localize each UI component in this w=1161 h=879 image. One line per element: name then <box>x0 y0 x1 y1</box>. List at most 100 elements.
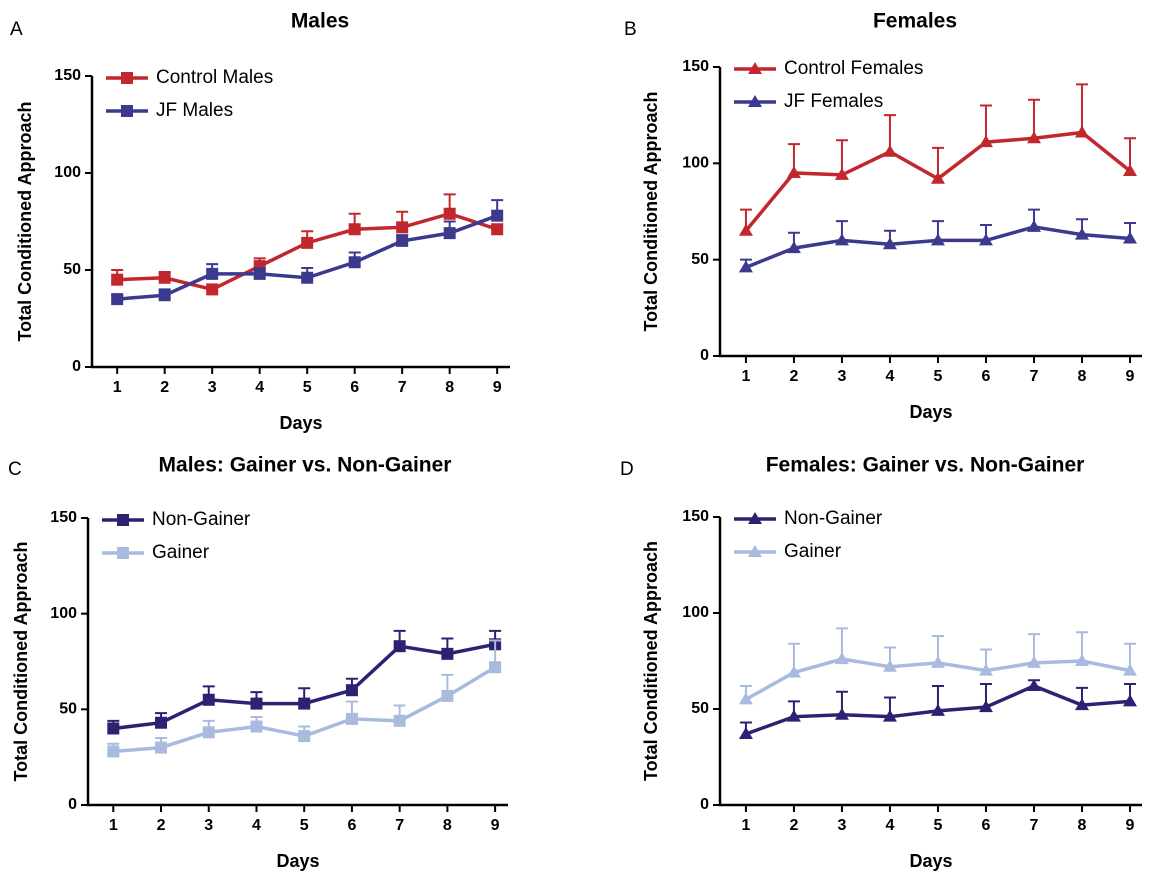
x-tick-label: 8 <box>445 379 454 396</box>
data-point <box>786 241 801 254</box>
panel-label: A <box>10 19 23 40</box>
x-tick-label: 4 <box>252 817 261 834</box>
y-axis-label: Total Conditioned Approach <box>11 542 31 782</box>
legend-label: Non-Gainer <box>152 509 251 530</box>
x-tick-label: 3 <box>204 817 213 834</box>
chart-title: Males: Gainer vs. Non-Gainer <box>159 454 452 477</box>
x-tick-label: 4 <box>255 379 264 396</box>
data-point <box>978 663 993 676</box>
data-point <box>1122 663 1137 676</box>
y-tick-label: 150 <box>682 508 709 525</box>
x-tick-label: 2 <box>789 368 798 385</box>
data-point <box>393 640 406 653</box>
legend-label: Control Females <box>784 58 923 79</box>
data-point <box>158 289 171 302</box>
x-tick-label: 8 <box>1078 368 1087 385</box>
x-tick-label: 6 <box>982 368 991 385</box>
data-point <box>1026 678 1041 691</box>
data-point <box>1074 698 1089 711</box>
x-tick-label: 1 <box>741 817 750 834</box>
data-point <box>253 260 266 273</box>
x-tick-label: 6 <box>350 379 359 396</box>
panel-label: B <box>624 19 637 40</box>
data-point <box>738 260 753 273</box>
error-bar <box>1075 83 1088 133</box>
data-point <box>930 703 945 716</box>
legend-label: JF Females <box>784 91 883 112</box>
x-tick-label: 5 <box>300 817 309 834</box>
y-tick-label: 0 <box>72 358 81 375</box>
y-tick-label: 0 <box>68 796 77 813</box>
data-point <box>882 709 897 722</box>
x-tick-label: 7 <box>395 817 404 834</box>
y-tick-label: 0 <box>700 347 709 364</box>
x-tick-label: 3 <box>208 379 217 396</box>
data-point <box>250 697 263 710</box>
panel-label: D <box>620 459 634 480</box>
legend-marker <box>117 514 129 526</box>
x-tick-label: 3 <box>837 368 846 385</box>
x-tick-label: 2 <box>157 817 166 834</box>
x-axis-label: Days <box>909 402 952 422</box>
x-tick-label: 1 <box>741 368 750 385</box>
data-point <box>298 697 311 710</box>
data-point <box>250 720 263 733</box>
y-tick-label: 150 <box>54 67 81 84</box>
data-point <box>978 135 993 148</box>
x-tick-label: 8 <box>443 817 452 834</box>
data-point <box>298 730 311 743</box>
series-line <box>117 214 498 301</box>
y-tick-label: 150 <box>50 509 77 526</box>
data-point <box>158 271 171 284</box>
data-point <box>206 283 219 296</box>
data-point <box>978 233 993 246</box>
x-tick-label: 2 <box>789 817 798 834</box>
x-tick-label: 8 <box>1078 817 1087 834</box>
data-point <box>489 661 502 674</box>
data-point <box>978 700 993 713</box>
legend-label: Control Males <box>156 67 273 88</box>
legend-marker <box>121 72 133 84</box>
x-tick-label: 1 <box>113 379 122 396</box>
data-point <box>348 256 361 269</box>
x-axis-label: Days <box>279 413 322 433</box>
data-point <box>1074 654 1089 666</box>
y-tick-label: 100 <box>50 605 77 622</box>
data-point <box>1026 655 1041 668</box>
data-point <box>834 652 849 665</box>
data-point <box>345 712 358 725</box>
y-tick-label: 0 <box>700 796 709 813</box>
x-tick-label: 6 <box>982 817 991 834</box>
data-point <box>1122 164 1137 177</box>
data-point <box>396 221 409 234</box>
data-point <box>1074 227 1089 240</box>
y-tick-label: 150 <box>682 58 709 75</box>
y-axis-label: Total Conditioned Approach <box>15 102 35 342</box>
data-point <box>882 144 897 157</box>
y-tick-label: 100 <box>682 604 709 621</box>
data-point <box>738 223 753 236</box>
data-point <box>107 722 120 735</box>
y-tick-label: 50 <box>59 701 77 718</box>
x-tick-label: 7 <box>1030 368 1039 385</box>
x-tick-label: 1 <box>109 817 118 834</box>
y-tick-label: 100 <box>682 155 709 172</box>
legend-marker <box>748 62 762 74</box>
legend-marker <box>117 547 129 559</box>
legend-label: JF Males <box>156 100 233 121</box>
x-axis-label: Days <box>909 851 952 871</box>
legend-marker <box>748 512 762 524</box>
chart-title: Females <box>873 10 957 33</box>
legend-marker <box>121 105 133 117</box>
x-tick-label: 7 <box>398 379 407 396</box>
data-point <box>491 223 504 236</box>
x-tick-label: 4 <box>885 817 894 834</box>
x-tick-label: 7 <box>1030 817 1039 834</box>
data-point <box>834 707 849 720</box>
data-point <box>111 293 124 306</box>
y-axis-label: Total Conditioned Approach <box>641 92 661 332</box>
data-point <box>345 684 358 697</box>
y-tick-label: 100 <box>54 164 81 181</box>
data-point <box>107 745 120 758</box>
